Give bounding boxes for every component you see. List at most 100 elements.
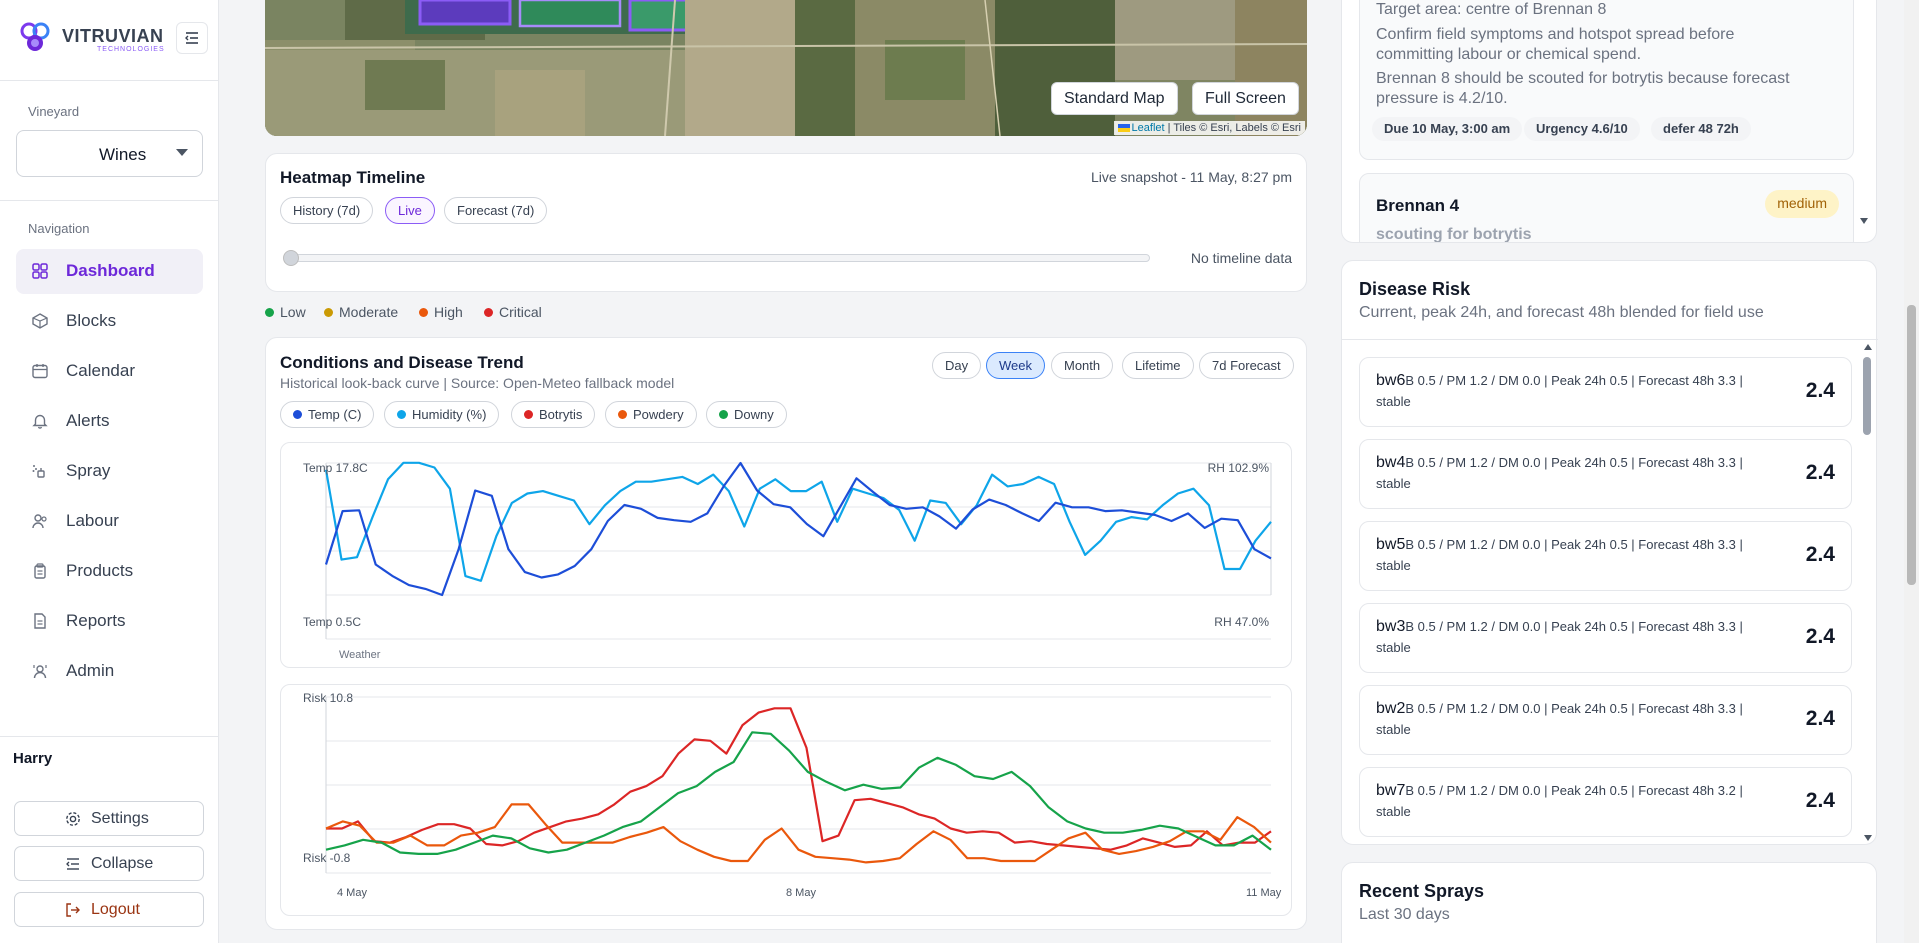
risk-item[interactable]: bw5B 0.5 / PM 1.2 / DM 0.0 | Peak 24h 0.… bbox=[1359, 521, 1852, 591]
block-id: bw3 bbox=[1376, 618, 1406, 635]
risk-trend: stable bbox=[1376, 476, 1411, 491]
tiles-credit: | Tiles © Esri, Labels © Esri bbox=[1164, 122, 1301, 134]
block-id: bw2 bbox=[1376, 700, 1406, 717]
recent-sprays-subtitle: Last 30 days bbox=[1359, 906, 1450, 923]
downy-dot bbox=[719, 410, 728, 419]
heatmap-timeline-card: Heatmap Timeline Live snapshot - 11 May,… bbox=[265, 153, 1307, 292]
page-scrollbar-thumb[interactable] bbox=[1907, 305, 1916, 585]
standard-map-button[interactable]: Standard Map bbox=[1051, 82, 1178, 115]
nav-item-reports[interactable]: Reports bbox=[16, 599, 203, 644]
nav-item-label: Calendar bbox=[66, 361, 135, 380]
alert-detail-card: Target area: centre of Brennan 8 Confirm… bbox=[1359, 0, 1854, 160]
sidebar-toggle-button[interactable] bbox=[176, 22, 208, 54]
scroll-down-arrow[interactable] bbox=[1864, 835, 1872, 841]
scroll-up-arrow[interactable] bbox=[1864, 344, 1872, 350]
risk-item[interactable]: bw3B 0.5 / PM 1.2 / DM 0.0 | Peak 24h 0.… bbox=[1359, 603, 1852, 673]
risk-score: 2.4 bbox=[1805, 789, 1835, 812]
powdery-dot bbox=[618, 410, 627, 419]
block-id: bw6 bbox=[1376, 372, 1406, 389]
satellite-map[interactable]: Standard Map Full Screen Leaflet | Tiles… bbox=[265, 0, 1307, 136]
toggle-downy[interactable]: Downy bbox=[706, 401, 787, 428]
risk-score: 2.4 bbox=[1805, 461, 1835, 484]
recent-sprays-title: Recent Sprays bbox=[1359, 881, 1485, 901]
reports-icon bbox=[34, 613, 46, 629]
divider bbox=[0, 200, 219, 201]
toggle-label: Botrytis bbox=[539, 407, 583, 422]
risk-item[interactable]: bw6B 0.5 / PM 1.2 / DM 0.0 | Peak 24h 0.… bbox=[1359, 357, 1852, 427]
range-day[interactable]: Day bbox=[932, 352, 982, 379]
nav-item-labour[interactable]: Labour bbox=[16, 499, 203, 544]
block-id: bw7 bbox=[1376, 782, 1406, 799]
range-month[interactable]: Month bbox=[1051, 352, 1114, 379]
collapse-button[interactable]: Collapse bbox=[14, 846, 204, 881]
toggle-botrytis[interactable]: Botrytis bbox=[511, 401, 596, 428]
leaflet-link[interactable]: Leaflet bbox=[1131, 122, 1165, 134]
nav-item-admin[interactable]: Admin bbox=[16, 649, 203, 694]
risk-item[interactable]: bw4B 0.5 / PM 1.2 / DM 0.0 | Peak 24h 0.… bbox=[1359, 439, 1852, 509]
risk-item[interactable]: bw7B 0.5 / PM 1.2 / DM 0.0 | Peak 24h 0.… bbox=[1359, 767, 1852, 837]
scrollbar[interactable] bbox=[1861, 343, 1873, 843]
toggle-label: Humidity (%) bbox=[412, 407, 487, 422]
trend-title: Conditions and Disease Trend bbox=[280, 353, 524, 372]
alert-reason: Brennan 8 should be scouted for botrytis… bbox=[1376, 70, 1790, 107]
nav-item-dashboard[interactable]: Dashboard bbox=[16, 249, 203, 294]
timeline-slider-track[interactable] bbox=[284, 254, 1150, 262]
risk-score: 2.4 bbox=[1805, 625, 1835, 648]
legend-item-high: High bbox=[419, 304, 463, 320]
range-7d-forecast[interactable]: 7d Forecast bbox=[1199, 352, 1294, 379]
legend-item-critical: Critical bbox=[484, 304, 542, 320]
settings-button[interactable]: Settings bbox=[14, 801, 204, 836]
risk-trend: stable bbox=[1376, 394, 1411, 409]
range-week[interactable]: Week bbox=[986, 352, 1045, 379]
logout-button[interactable]: Logout bbox=[14, 892, 204, 927]
map-attribution: Leaflet | Tiles © Esri, Labels © Esri bbox=[1113, 121, 1305, 135]
toggle-humidity[interactable]: Humidity (%) bbox=[384, 401, 500, 428]
gear-icon bbox=[66, 812, 80, 826]
temp-max-label: Temp 17.8C bbox=[303, 461, 368, 475]
flag-icon bbox=[1117, 124, 1130, 132]
tag-due: Due 10 May, 3:00 am bbox=[1372, 117, 1523, 141]
temp-series-line bbox=[324, 461, 1272, 597]
chevron-down-icon bbox=[176, 149, 188, 156]
nav-item-alerts[interactable]: Alerts bbox=[16, 399, 203, 444]
block-id: bw5 bbox=[1376, 536, 1406, 553]
nav-item-blocks[interactable]: Blocks bbox=[16, 299, 203, 344]
toggle-powdery[interactable]: Powdery bbox=[605, 401, 697, 428]
nav-item-label: Spray bbox=[66, 461, 111, 480]
full-screen-button[interactable]: Full Screen bbox=[1192, 82, 1299, 115]
settings-label: Settings bbox=[91, 810, 149, 827]
vineyard-select[interactable]: Wines bbox=[16, 130, 203, 177]
scroll-down-arrow[interactable] bbox=[1860, 218, 1868, 224]
timeline-slider-handle[interactable] bbox=[283, 250, 299, 266]
botrytis-dot bbox=[524, 410, 533, 419]
user-name: Harry bbox=[13, 750, 53, 767]
tab-history[interactable]: History (7d) bbox=[280, 197, 374, 224]
disease-risk-subtitle: Current, peak 24h, and forecast 48h blen… bbox=[1359, 304, 1764, 321]
range-lifetime[interactable]: Lifetime bbox=[1122, 352, 1194, 379]
alert-item-brennan-4[interactable]: Brennan 4 medium scouting for botrytis bbox=[1359, 173, 1854, 242]
page-scrollbar[interactable] bbox=[1904, 0, 1919, 943]
brand-logo[interactable]: VITRUVIAN TECHNOLOGIES bbox=[20, 18, 164, 58]
nav-item-calendar[interactable]: Calendar bbox=[16, 349, 203, 394]
scrollbar-thumb[interactable] bbox=[1863, 357, 1871, 435]
nav-item-label: Reports bbox=[66, 611, 126, 630]
risk-max-label: Risk 10.8 bbox=[303, 691, 354, 705]
calendar-icon bbox=[32, 364, 48, 379]
nav-item-spray[interactable]: Spray bbox=[16, 449, 203, 494]
tab-live[interactable]: Live bbox=[385, 197, 435, 224]
temp-min-label: Temp 0.5C bbox=[303, 615, 362, 629]
toggle-label: Powdery bbox=[633, 407, 684, 422]
risk-breakdown: B 0.5 / PM 1.2 / DM 0.0 | Peak 24h 0.5 |… bbox=[1405, 619, 1743, 634]
tab-forecast[interactable]: Forecast (7d) bbox=[444, 197, 548, 224]
risk-item[interactable]: bw2B 0.5 / PM 1.2 / DM 0.0 | Peak 24h 0.… bbox=[1359, 685, 1852, 755]
block-code: bw3B 0.5 / PM 1.2 / DM 0.0 | Peak 24h 0.… bbox=[1376, 618, 1743, 636]
legend-label: Low bbox=[280, 304, 306, 320]
nav-item-products[interactable]: Products bbox=[16, 549, 203, 594]
products-icon bbox=[34, 563, 46, 579]
weather-chart-panel: Temp 17.8C RH 102.9% Temp 0.5C RH 47.0% … bbox=[280, 442, 1292, 668]
brand-sub: TECHNOLOGIES bbox=[97, 46, 165, 53]
toggle-temp[interactable]: Temp (C) bbox=[280, 401, 375, 428]
divider bbox=[0, 80, 219, 81]
navigation-label: Navigation bbox=[28, 221, 90, 236]
